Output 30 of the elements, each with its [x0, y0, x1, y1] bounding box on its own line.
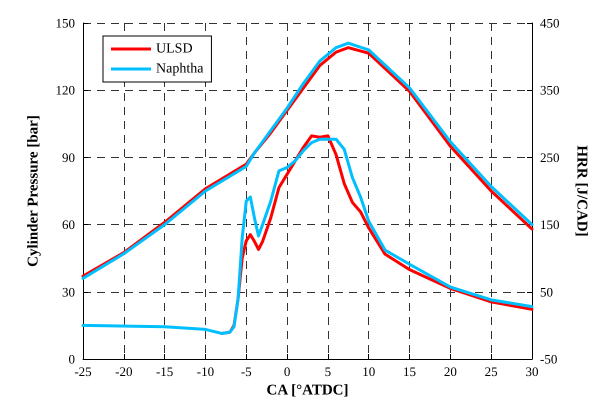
x-tick-label: -25	[74, 364, 92, 379]
y-tick-label: 150	[56, 16, 75, 30]
y2-axis-title: HRR [J/CAD]	[574, 145, 590, 237]
x-tick-label: 20	[444, 364, 457, 379]
x-tick-label: 0	[284, 364, 290, 379]
legend-label: ULSD	[156, 42, 193, 56]
y2-tick-label: 250	[540, 150, 560, 165]
y2-tick-label: 150	[540, 217, 560, 232]
x-tick-label: 25	[484, 364, 498, 379]
x-tick-label: -5	[240, 364, 252, 379]
y2-tick-label: 50	[540, 284, 553, 300]
line-series	[82, 138, 534, 335]
y-tick-label: 60	[62, 217, 75, 232]
y2-tick-label: 350	[540, 82, 560, 98]
x-tick-label: -15	[156, 364, 174, 379]
y-tick-label: 30	[62, 284, 75, 300]
y2-tick-label: 450	[540, 16, 560, 30]
y-tick-label: 90	[62, 150, 75, 165]
y2-tick-label: -50	[540, 352, 558, 366]
y-tick-label: 120	[56, 82, 75, 98]
x-tick-label: 30	[526, 364, 538, 379]
y-axis-title: Cylinder Pressure [bar]	[26, 115, 42, 267]
legend-label: Naphtha	[156, 62, 204, 76]
y-tick-label: 0	[68, 352, 75, 366]
x-tick-label: 10	[362, 364, 376, 379]
x-tick-label: -20	[115, 364, 132, 379]
x-tick-label: 5	[324, 364, 332, 379]
x-axis-title: CA [°ATDC]	[266, 382, 348, 398]
x-tick-label: 15	[403, 364, 416, 379]
x-tick-label: -10	[196, 364, 214, 379]
